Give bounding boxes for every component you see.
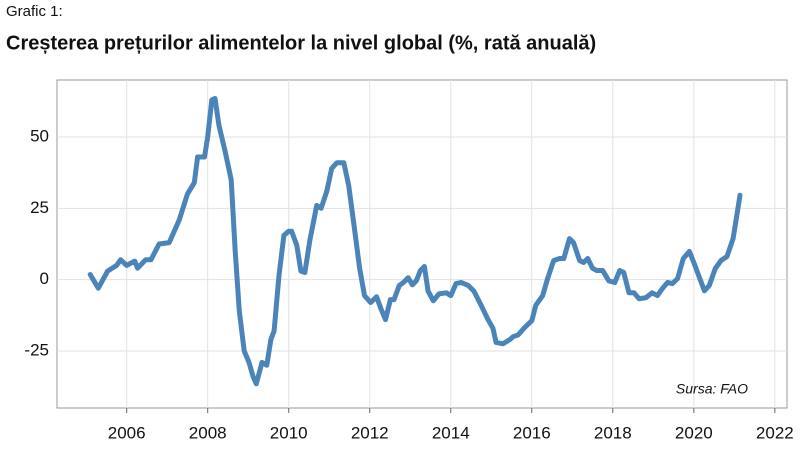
x-tick-label: 2014 bbox=[432, 423, 470, 442]
source-note: Sursa: FAO bbox=[676, 381, 748, 397]
y-tick-label: -25 bbox=[24, 340, 49, 359]
x-tick-label: 2008 bbox=[189, 423, 227, 442]
plot-frame bbox=[56, 79, 788, 409]
data-line bbox=[87, 96, 743, 387]
y-tick-label: 25 bbox=[30, 198, 49, 217]
x-tick-label: 2020 bbox=[675, 423, 713, 442]
chart-label: Grafic 1: bbox=[6, 3, 63, 20]
x-tick-label: 2022 bbox=[756, 423, 794, 442]
x-tick-label: 2012 bbox=[351, 423, 389, 442]
x-tick-label: 2010 bbox=[270, 423, 308, 442]
x-tick-label: 2006 bbox=[108, 423, 146, 442]
y-tick-label: 50 bbox=[30, 127, 49, 146]
chart-title: Creșterea prețurilor alimentelor la nive… bbox=[6, 32, 596, 54]
x-tick-label: 2016 bbox=[513, 423, 551, 442]
x-tick-label: 2018 bbox=[594, 423, 632, 442]
y-tick-label: 0 bbox=[40, 269, 49, 288]
